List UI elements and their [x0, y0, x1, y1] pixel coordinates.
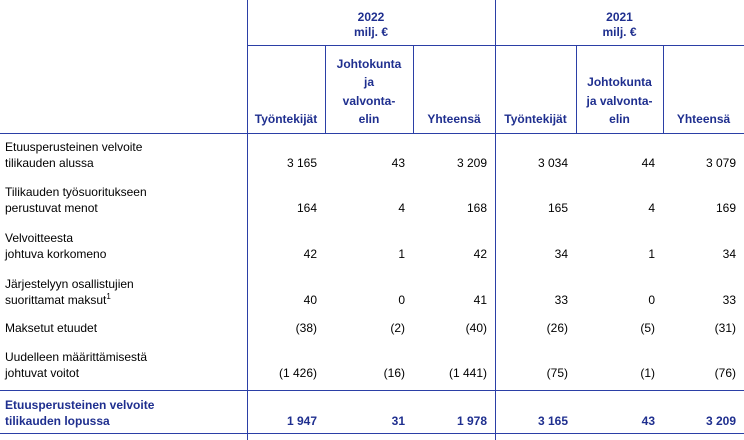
label-line: Maksetut etuudet — [5, 321, 98, 335]
cell-value: (1 441) — [448, 366, 487, 380]
cell-value: 43 — [641, 414, 655, 428]
divider — [0, 390, 744, 391]
cell-value: (76) — [714, 366, 736, 380]
divider — [576, 45, 577, 133]
cell-value: 42 — [473, 247, 487, 261]
cell-value: 34 — [722, 247, 736, 261]
divider — [247, 45, 744, 46]
cell-value: 43 — [391, 156, 405, 170]
column-header: Työntekijät — [504, 112, 567, 126]
cell-value: 34 — [554, 247, 568, 261]
label-line: suorittamat maksut — [5, 293, 107, 307]
cell-value: 4 — [398, 201, 405, 215]
unit: milj. € — [353, 25, 388, 39]
cell-value: 41 — [473, 293, 487, 307]
label-line: tilikauden alussa — [5, 156, 94, 170]
column-header: elin — [609, 112, 630, 126]
cell-value: 3 209 — [705, 414, 736, 428]
cell-value: 169 — [715, 201, 736, 215]
cell-value: (31) — [714, 321, 736, 335]
cell-value: 40 — [303, 293, 317, 307]
cell-value: (2) — [390, 321, 405, 335]
cell-value: 3 034 — [537, 156, 568, 170]
cell-value: 3 079 — [705, 156, 736, 170]
row-label: Järjestelyyn osallistujien suorittamat ma… — [5, 276, 134, 308]
row-label: Etuusperusteinen velvoite tilikauden lopu… — [5, 397, 154, 429]
column-header: ja — [363, 75, 374, 89]
cell-value: 164 — [296, 201, 317, 215]
cell-value: 3 165 — [286, 156, 317, 170]
cell-value: (5) — [640, 321, 655, 335]
cell-value: 0 — [398, 293, 405, 307]
label-line: Etuusperusteinen velvoite — [5, 140, 143, 154]
cell-value: (75) — [546, 366, 568, 380]
cell-value: 33 — [722, 293, 736, 307]
column-header: Johtokunta — [587, 75, 652, 89]
divider — [663, 45, 664, 133]
divider — [0, 433, 744, 434]
divider — [247, 0, 248, 440]
cell-value: 168 — [466, 201, 487, 215]
label-line: johtuva korkomeno — [5, 247, 107, 261]
cell-value: (16) — [383, 366, 405, 380]
label-line: tilikauden lopussa — [5, 414, 110, 428]
cell-value: 1 978 — [456, 414, 487, 428]
cell-value: (1 426) — [278, 366, 317, 380]
cell-value: 1 947 — [286, 414, 317, 428]
cell-value: (1) — [640, 366, 655, 380]
divider — [413, 45, 414, 133]
cell-value: (40) — [465, 321, 487, 335]
divider — [325, 45, 326, 133]
column-header: ja valvonta- — [586, 93, 653, 108]
cell-value: 3 209 — [456, 156, 487, 170]
cell-value: 31 — [391, 414, 405, 428]
year: 2022 — [357, 10, 385, 24]
row-label: Maksetut etuudet — [5, 320, 97, 336]
divider — [495, 0, 496, 440]
row-label: Etuusperusteinen velvoite tilikauden alus… — [5, 139, 142, 171]
row-label: Tilikauden työsuoritukseen perustuvat men… — [5, 184, 147, 216]
cell-value: 44 — [641, 156, 655, 170]
column-header: Yhteensä — [427, 112, 481, 126]
label-line: perustuvat menot — [5, 201, 98, 215]
cell-value: 42 — [303, 247, 317, 261]
label-line: johtuvat voitot — [5, 366, 80, 380]
cell-value: (38) — [295, 321, 317, 335]
cell-value: 0 — [648, 293, 655, 307]
row-label: Uudelleen määrittämisestä johtuvat voitot — [5, 349, 147, 381]
column-header: Työntekijät — [254, 112, 318, 126]
column-header: elin — [358, 112, 380, 126]
cell-value: 33 — [554, 293, 568, 307]
cell-value: 165 — [547, 201, 568, 215]
cell-value: 1 — [648, 247, 655, 261]
divider — [0, 133, 744, 134]
column-header: valvonta- — [342, 93, 396, 108]
row-label: Velvoitteesta johtuva korkomeno — [5, 230, 106, 262]
cell-value: 4 — [648, 201, 655, 215]
label-line: Tilikauden työsuoritukseen — [5, 185, 147, 199]
label-line: Etuusperusteinen velvoite — [5, 398, 155, 412]
label-line: Järjestelyyn osallistujien — [5, 277, 134, 291]
column-header: Johtokunta — [336, 56, 402, 71]
year: 2021 — [606, 10, 633, 24]
label-line: Velvoitteesta — [5, 231, 74, 245]
footnote-marker: 1 — [106, 292, 111, 301]
unit: milj. € — [602, 25, 637, 39]
cell-value: 3 165 — [537, 414, 568, 428]
cell-value: (26) — [546, 321, 568, 335]
cell-value: 1 — [398, 247, 405, 261]
label-line: Uudelleen määrittämisestä — [5, 350, 148, 364]
column-header: Yhteensä — [676, 112, 731, 126]
